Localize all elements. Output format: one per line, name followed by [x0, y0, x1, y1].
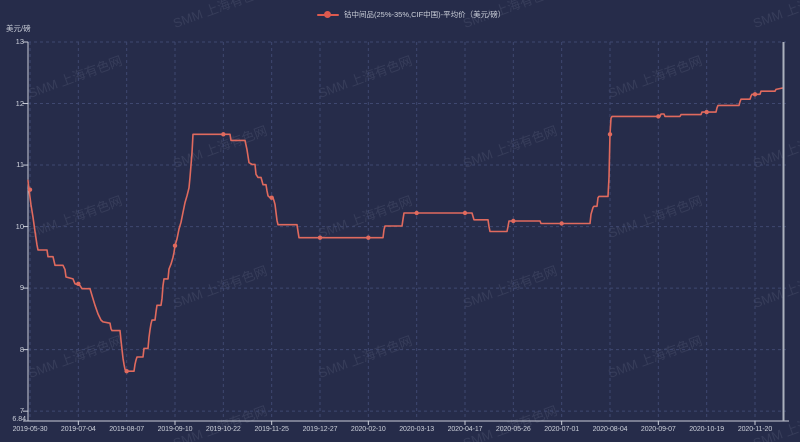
x-tick-label: 2020-05-26	[495, 426, 531, 433]
data-point-marker	[559, 221, 564, 226]
y-tick-label: 12	[15, 98, 24, 108]
data-point-marker	[704, 109, 709, 115]
x-tick-label: 2020-11-20	[737, 426, 773, 433]
x-tick-label: 2019-11-25	[254, 426, 289, 433]
x-tick-label: 2020-08-04	[592, 426, 628, 433]
x-tick-label: 2020-07-01	[544, 426, 580, 433]
x-tick-label: 2020-10-19	[689, 426, 725, 433]
data-point-marker	[656, 114, 661, 119]
data-point-marker	[124, 369, 129, 374]
data-point-marker	[172, 243, 178, 248]
x-tick-label: 2019-12-27	[302, 426, 338, 433]
data-point-marker	[317, 235, 323, 240]
y-tick-label: 8	[19, 344, 24, 354]
price-line-series	[27, 87, 783, 373]
y-tick-label: 13	[15, 37, 24, 46]
x-tick-label: 2020-03-13	[399, 426, 435, 433]
data-point-marker	[27, 187, 33, 192]
data-point-marker	[221, 132, 226, 137]
x-tick-label: 2020-09-07	[640, 426, 676, 433]
data-point-marker	[366, 235, 371, 240]
legend-line-marker-icon	[317, 11, 339, 18]
y-tick-label: 9	[19, 283, 24, 293]
y-tick-label: 11	[16, 160, 24, 170]
legend-dot-icon	[324, 11, 331, 18]
data-point-marker	[511, 218, 516, 224]
y-tick-label: 7	[19, 406, 24, 416]
data-point-marker	[607, 132, 613, 137]
x-tick-label: 2020-04-17	[447, 426, 483, 433]
y-tick-label: 10	[15, 221, 24, 231]
x-tick-label: 2019-08-07	[109, 426, 145, 433]
x-tick-label: 2019-07-04	[60, 426, 96, 433]
data-point-marker	[752, 92, 758, 97]
data-point-marker	[462, 210, 468, 216]
y-axis-unit-label: 美元/磅	[6, 24, 31, 33]
data-point-marker	[76, 281, 81, 286]
legend-label: 钴中间品(25%-35%,CIF中国)-平均价（美元/磅）	[344, 10, 506, 19]
x-tick-label: 2019-10-22	[205, 426, 241, 433]
x-tick-label: 2019-09-10	[157, 426, 193, 433]
data-point-marker	[269, 195, 274, 200]
x-tick-label: 2019-05-30	[12, 426, 48, 433]
y-axis-min-label: 6.84	[12, 416, 26, 423]
x-tick-label: 2020-02-10	[350, 426, 386, 433]
data-point-marker	[414, 210, 419, 216]
legend-item[interactable]: 钴中间品(25%-35%,CIF中国)-平均价（美元/磅）	[317, 9, 505, 20]
